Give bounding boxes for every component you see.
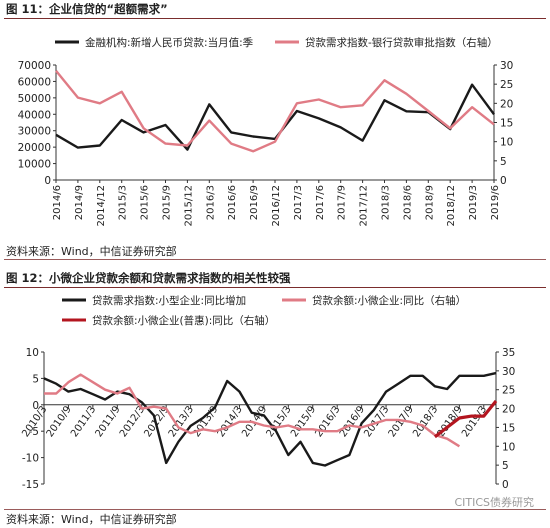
x-tick-label: 2017/9: [337, 185, 348, 220]
x-tick-label: 2018/9: [424, 185, 435, 220]
chart-figure-12: 贷款需求指数:小型企业:同比增加 贷款余额:小微企业:同比（右轴） 贷款余额:小微企…: [20, 294, 515, 491]
right-tick-label: 25: [502, 385, 515, 397]
figure-11-bottom-rule: [4, 259, 546, 260]
right-tick-label: 10: [502, 441, 515, 453]
figure-11-title-rule: [4, 18, 546, 19]
series-line-2: [44, 373, 461, 448]
right-tick-label: 15: [502, 422, 515, 434]
x-tick-label: 2015/9: [162, 185, 173, 220]
right-tick-label: 0: [502, 479, 509, 491]
chart-12-series: [43, 371, 498, 467]
right-tick-label: 20: [502, 404, 515, 416]
chart-11-legend: 金融机构:新增人民币贷款:当月值:季 贷款需求指数-银行贷款审批指数（右轴）: [55, 36, 498, 49]
right-tick-label: 30: [500, 60, 513, 72]
x-tick-label: 2014/9: [74, 185, 85, 220]
left-tick-label: 60000: [18, 76, 51, 88]
x-tick-label: 2015/12: [183, 185, 194, 227]
legend-label-2: 贷款需求指数-银行贷款审批指数（右轴）: [305, 36, 498, 49]
chart-11-series: [55, 70, 495, 153]
chart-figure-11: 金融机构:新增人民币贷款:当月值:季 贷款需求指数-银行贷款审批指数（右轴） 0 1…: [18, 36, 514, 227]
chart-11-axes: 0 10000 20000 30000 40000 50000 60000 70000 0 5 10…: [18, 60, 514, 227]
right-tick-label: 5: [500, 156, 507, 168]
x-tick-label: 2015/6: [140, 185, 151, 220]
figure-11-title: 图 11：企业信贷的“超额需求”: [6, 2, 168, 16]
x-tick-label: 2017/12: [359, 185, 370, 227]
left-tick-label: 20000: [18, 142, 51, 154]
right-tick-label: 15: [500, 118, 513, 130]
x-tick-label: 2019/3: [460, 404, 489, 439]
left-tick-label: -10: [22, 453, 39, 465]
left-tick-label: -15: [22, 479, 39, 491]
left-tick-label: -5: [29, 426, 39, 438]
x-tick-label: 2018/6: [402, 185, 413, 220]
x-tick-label: 2014/12: [96, 185, 107, 227]
right-tick-label: 10: [500, 137, 513, 149]
left-tick-label: 50000: [18, 93, 51, 105]
series-line-1: [55, 83, 495, 151]
legend-label-2: 贷款余额:小微企业:同比（右轴）: [312, 294, 466, 307]
right-tick-label: 20: [500, 98, 513, 110]
series-line-3: [433, 399, 498, 439]
left-tick-label: 10000: [18, 159, 51, 171]
x-tick-label: 2017/3: [293, 185, 304, 220]
watermark: CITICS债券研究: [454, 496, 534, 509]
figure-12-source-rule: [4, 509, 546, 510]
left-tick-label: 0: [44, 175, 51, 187]
x-tick-label: 2016/12: [271, 185, 282, 227]
left-tick-label: 40000: [18, 109, 51, 121]
chart-12-legend: 贷款需求指数:小型企业:同比增加 贷款余额:小微企业:同比（右轴） 贷款余额:小微企…: [62, 294, 466, 327]
x-tick-label: 2015/3: [118, 185, 129, 220]
figure-12-title-rule: [4, 287, 546, 288]
x-tick-label: 2018/12: [446, 185, 457, 227]
x-tick-label: 2019/6: [490, 185, 501, 220]
left-tick-label: 30000: [18, 126, 51, 138]
legend-label-1: 贷款需求指数:小型企业:同比增加: [92, 294, 246, 307]
figure-11-source: 资料来源：Wind，中信证券研究部: [6, 245, 177, 258]
x-tick-label: 2019/3: [468, 185, 479, 220]
series-line-2: [55, 70, 495, 153]
x-tick-label: 2014/6: [52, 185, 63, 220]
legend-label-3: 贷款余额:小微企业(普惠):同比（右轴）: [92, 314, 275, 327]
right-tick-label: 0: [500, 175, 507, 187]
left-tick-label: 10: [26, 347, 39, 359]
x-tick-label: 2018/3: [381, 185, 392, 220]
left-tick-label: 0: [32, 400, 39, 412]
right-tick-label: 5: [502, 460, 509, 472]
x-tick-label: 2016/9: [249, 185, 260, 220]
right-tick-label: 30: [502, 366, 515, 378]
left-tick-label: 70000: [18, 60, 51, 72]
left-tick-label: 5: [32, 373, 39, 385]
right-tick-label: 35: [502, 347, 515, 359]
right-tick-label: 25: [500, 79, 513, 91]
figure-12-title: 图 12：小微企业贷款余额和贷款需求指数的相关性较强: [6, 271, 291, 285]
x-tick-label: 2016/3: [205, 185, 216, 220]
legend-label-1: 金融机构:新增人民币贷款:当月值:季: [85, 36, 254, 49]
figure-12-source: 资料来源：Wind，中信证券研究部: [6, 513, 177, 526]
x-tick-label: 2017/6: [315, 185, 326, 220]
x-tick-label: 2016/6: [227, 185, 238, 220]
